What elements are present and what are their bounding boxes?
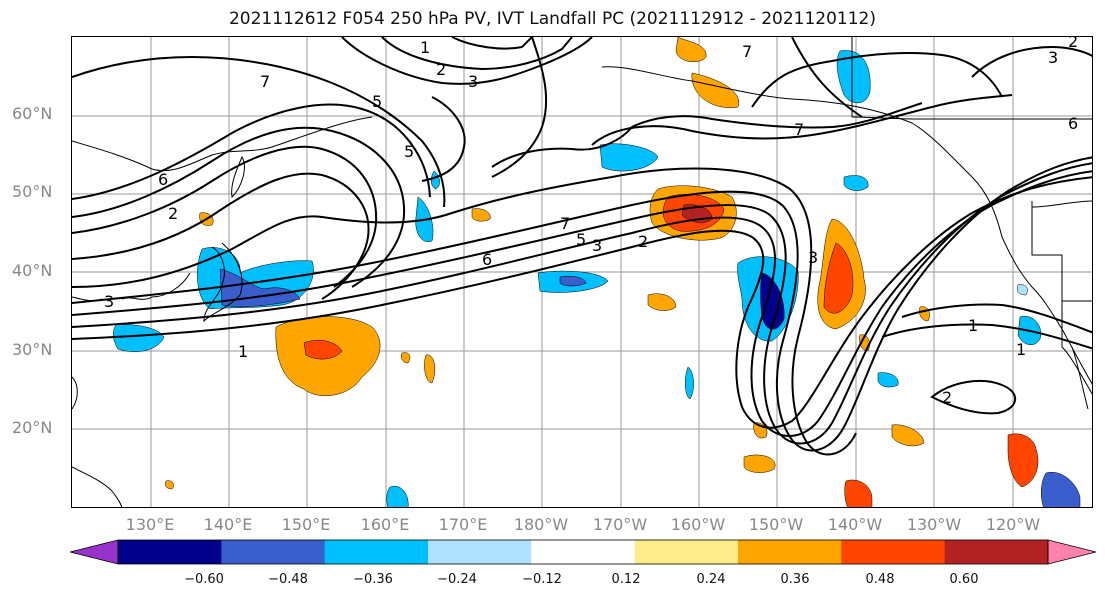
colorbar-segments [118,540,1049,564]
colorbar-segment [944,540,1049,564]
colorbar-segment [324,540,429,564]
colorbar-segment [118,540,222,564]
colorbar-tick: −0.60 [184,572,224,587]
lon-label: 140°W [827,515,883,534]
contours [72,37,1092,456]
contour-label: 7 [742,42,752,61]
contour-label: 3 [592,236,602,255]
contour-label: 7 [560,214,570,233]
colorbar-tick: −0.24 [437,572,477,587]
lon-label: 150°W [748,515,804,534]
contour-label: 2 [168,204,178,223]
contour-label: 5 [576,230,586,249]
colorbar-segment [531,540,636,564]
map-plot-area: 1 2 3 7 7 7 6 6 3 1 7 5 3 2 6 2 1 3 2 5 … [71,36,1093,508]
colorbar-tick: 0.12 [611,572,641,587]
colorbar-segment [634,540,739,564]
contour-label: 5 [372,92,382,111]
lat-label: 50°N [12,182,53,201]
contour-label: 7 [794,120,804,139]
contour-label: 7 [260,72,270,91]
lat-label: 40°N [12,261,53,280]
lon-label: 150°E [281,515,331,534]
colorbar-segment [221,540,326,564]
colorbar-segment [738,540,842,564]
lon-label: 160°W [670,515,726,534]
colorbar-tick: −0.36 [353,572,393,587]
lat-label: 60°N [12,104,53,123]
lon-label: 130°W [906,515,962,534]
colorbar-extend-max [1047,539,1096,565]
contour-label: 1 [968,316,978,335]
lat-label: 30°N [12,340,53,359]
contour-label: 3 [104,292,114,311]
lon-label: 180°W [513,515,569,534]
contour-label: 1 [420,38,430,57]
contour-label: 3 [468,72,478,91]
contour-labels: 1 2 3 7 7 7 6 6 3 1 7 5 3 2 6 2 1 3 2 5 … [104,37,1078,407]
colorbar-tick: 0.36 [780,572,810,587]
lon-label: 140°E [203,515,253,534]
contour-label: 1 [238,342,248,361]
contour-label: 3 [1048,48,1058,67]
contour-label: 2 [942,388,952,407]
colorbar-segment [841,540,946,564]
contour-label: 6 [482,250,492,269]
lon-label: 160°E [360,515,410,534]
map-canvas: 1 2 3 7 7 7 6 6 3 1 7 5 3 2 6 2 1 3 2 5 … [72,37,1092,507]
contour-label: 6 [158,170,168,189]
lon-label: 120°W [985,515,1041,534]
colorbar [70,539,1096,565]
contour-label: 2 [1068,37,1078,51]
map-title: 2021112612 F054 250 hPa PV, IVT Landfall… [228,9,876,29]
contour-label: 6 [1068,114,1078,133]
contour-label: 3 [808,248,818,267]
lon-label: 170°E [438,515,488,534]
contour-label: 1 [1016,340,1026,359]
colorbar-tick: 0.60 [949,572,979,587]
colorbar-tick: 0.24 [696,572,726,587]
lon-label: 170°W [592,515,648,534]
colorbar-extend-min [70,539,119,565]
lat-label: 20°N [12,418,53,437]
colorbar-segment [428,540,532,564]
lon-label: 130°E [125,515,175,534]
contour-label: 2 [638,232,648,251]
colorbar-tick: −0.48 [268,572,308,587]
colorbar-tick: −0.12 [522,572,562,587]
colorbar-tick: 0.48 [865,572,895,587]
contour-label: 2 [436,60,446,79]
contour-label: 5 [404,142,414,161]
